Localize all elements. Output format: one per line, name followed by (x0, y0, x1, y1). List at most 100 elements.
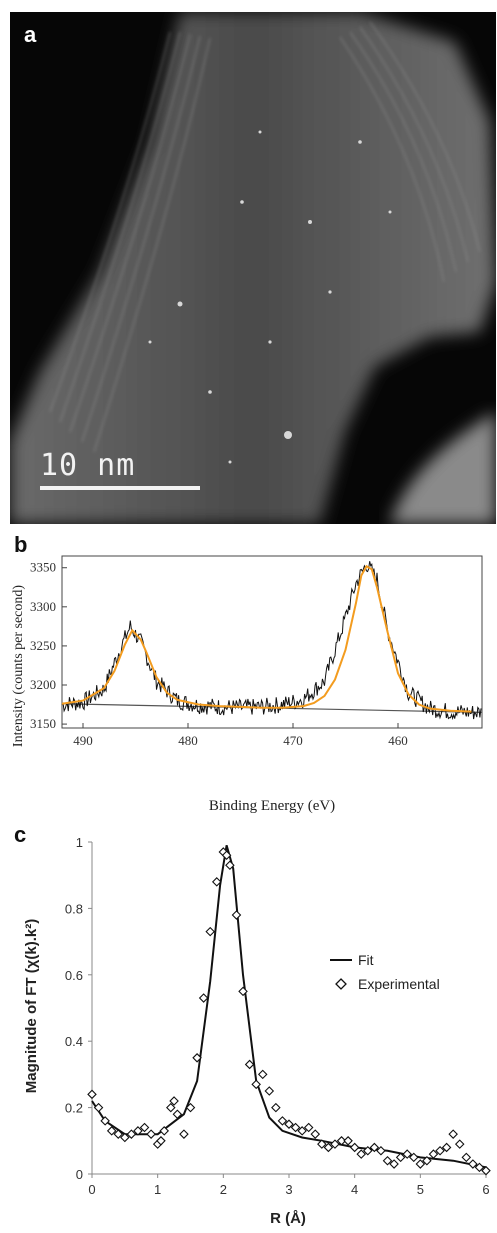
x-tick-label: 3 (285, 1182, 292, 1197)
experimental-point (231, 910, 242, 920)
experimental-point (211, 877, 222, 887)
experimental-point (376, 1145, 386, 1156)
exafs-chart: 0 1 2 3 4 5 6 0 0.2 0.4 0.6 0.8 1 R (Å) Magnitude of… (23, 835, 491, 1227)
experimental-point (87, 1089, 97, 1100)
experimental-point (205, 926, 215, 937)
experimental-point (172, 1109, 183, 1120)
experimental-point (408, 1152, 419, 1163)
y-tick-label: 0.2 (65, 1101, 83, 1116)
y-tick-label: 0.6 (65, 968, 83, 983)
x-tick-label: 480 (178, 733, 198, 748)
legend-fit-label: Fit (358, 952, 374, 968)
experimental-point (277, 1116, 288, 1126)
experimental-point (264, 1086, 275, 1096)
experimental-point (156, 1136, 166, 1146)
nanotube-body (10, 12, 496, 524)
experimental-point (343, 1136, 353, 1146)
experimental-point (120, 1132, 130, 1143)
experimental-point (106, 1126, 117, 1136)
experimental-point (369, 1142, 380, 1153)
experimental-point (225, 860, 235, 871)
x-tick-label: 470 (283, 733, 303, 748)
experimental-point (159, 1126, 170, 1136)
legend-experimental-swatch (335, 978, 347, 990)
x-tick-label: 490 (73, 733, 93, 748)
y-tick-label: 0 (76, 1167, 83, 1182)
scale-bar-label: 10 nm (40, 448, 136, 483)
y-axis-label: Intensity (counts per second) (11, 585, 26, 747)
experimental-point (363, 1145, 373, 1156)
experimental-point (166, 1102, 176, 1113)
y-tick-label: 3200 (30, 677, 56, 692)
experimental-point (100, 1116, 110, 1126)
experimental-point (169, 1096, 179, 1106)
experimental-point (244, 1059, 255, 1070)
experimental-point (448, 1129, 458, 1139)
experimental-point (251, 1079, 261, 1090)
y-tick-label: 3250 (30, 638, 56, 653)
y-tick-label: 3150 (30, 716, 56, 731)
xps-data-trace (61, 561, 482, 721)
wall-fringes-right (339, 21, 481, 283)
legend: Fit Experimental (330, 952, 440, 992)
experimental-point (435, 1145, 445, 1156)
xps-fit-curve (61, 564, 472, 713)
experimental-point (481, 1165, 491, 1176)
experimental-point (146, 1129, 156, 1139)
experimental-point (422, 1155, 432, 1166)
experimental-point (428, 1149, 439, 1159)
experimental-point (185, 1102, 196, 1113)
x-axis-label: R (Å) (270, 1210, 306, 1227)
wall-fringes-left (49, 31, 211, 453)
experimental-point (310, 1129, 321, 1139)
experimental-point (303, 1122, 314, 1133)
neighbor-tube (390, 412, 496, 524)
x-tick-label: 6 (482, 1182, 489, 1197)
plot-frame (61, 555, 483, 729)
experimental-point (382, 1155, 393, 1166)
y-tick-label: 0.8 (65, 901, 83, 916)
xps-chart: 490 480 470 460 3150 3200 3250 3300 3350 Binding… (11, 555, 483, 814)
x-tick-label: 0 (88, 1182, 95, 1197)
panel-label-b: b (14, 532, 28, 557)
scale-bar (40, 486, 200, 490)
experimental-point (474, 1162, 485, 1173)
x-tick-label: 4 (351, 1182, 358, 1197)
experimental-point (139, 1122, 150, 1133)
experimental-point (317, 1139, 327, 1149)
experimental-point (468, 1159, 478, 1169)
experimental-point (238, 986, 248, 997)
experimental-point (93, 1102, 104, 1113)
y-axis-label: Magnitude of FT (χ(k).k²) (23, 919, 40, 1093)
experimental-point (349, 1142, 360, 1153)
experimental-point (133, 1126, 143, 1136)
nanotube-micrograph (10, 12, 496, 524)
experimental-point (336, 1136, 347, 1146)
panel-label-c: c (14, 822, 27, 847)
x-tick-label: 460 (388, 733, 408, 748)
experimental-point (454, 1139, 465, 1149)
experimental-point (221, 850, 232, 861)
x-tick-label: 5 (417, 1182, 424, 1197)
y-tick-label: 1 (76, 835, 83, 850)
y-tick-label: 0.4 (65, 1034, 83, 1049)
experimental-point (126, 1129, 137, 1139)
fit-curve (91, 845, 487, 1169)
experimental-point (415, 1159, 426, 1169)
experimental-point (323, 1142, 334, 1153)
experimental-point (356, 1149, 367, 1159)
experimental-point (395, 1152, 406, 1163)
experimental-point (330, 1139, 340, 1149)
experimental-point (284, 1119, 294, 1129)
x-axis-label: Binding Energy (eV) (209, 798, 335, 814)
experimental-point (198, 993, 209, 1003)
experimental-point (257, 1069, 268, 1080)
experimental-point (290, 1122, 301, 1133)
panel-label-a: a (24, 22, 37, 47)
legend-experimental-label: Experimental (358, 976, 440, 992)
stem-image (10, 12, 496, 524)
experimental-point (192, 1053, 202, 1063)
bright-particles (148, 130, 392, 464)
y-tick-label: 3350 (30, 560, 56, 575)
experimental-point (402, 1149, 412, 1159)
